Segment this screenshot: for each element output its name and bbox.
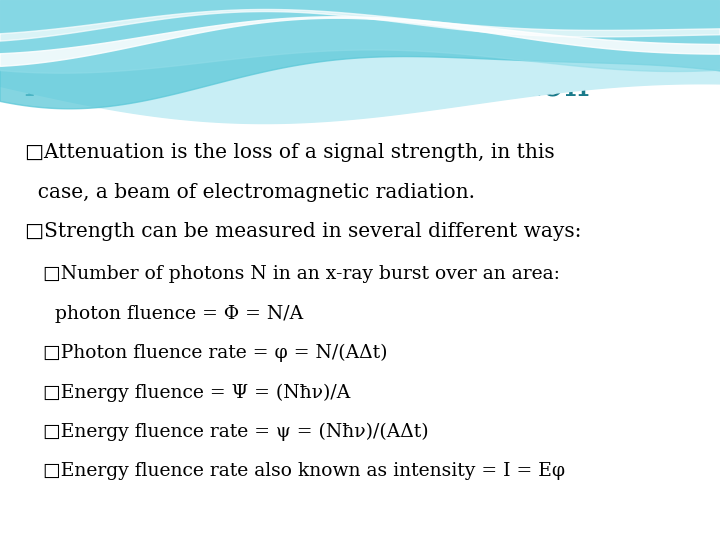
Text: □Energy fluence rate also known as intensity = I = Eφ: □Energy fluence rate also known as inten…	[25, 462, 565, 481]
Text: case, a beam of electromagnetic radiation.: case, a beam of electromagnetic radiatio…	[25, 183, 475, 201]
Text: □Number of photons N in an x-ray burst over an area:: □Number of photons N in an x-ray burst o…	[25, 265, 560, 284]
Text: □Energy fluence = Ψ = (Nħν)/A: □Energy fluence = Ψ = (Nħν)/A	[25, 383, 351, 402]
Text: □Photon fluence rate = φ = N/(AΔt): □Photon fluence rate = φ = N/(AΔt)	[25, 344, 387, 362]
Text: Attenuation of EM Radiation: Attenuation of EM Radiation	[25, 68, 590, 105]
Text: □Strength can be measured in several different ways:: □Strength can be measured in several dif…	[25, 222, 582, 241]
Text: □Energy fluence rate = ψ = (Nħν)/(AΔt): □Energy fluence rate = ψ = (Nħν)/(AΔt)	[25, 423, 429, 441]
Text: photon fluence = Φ = N/A: photon fluence = Φ = N/A	[25, 305, 303, 323]
Text: □Attenuation is the loss of a signal strength, in this: □Attenuation is the loss of a signal str…	[25, 143, 555, 162]
